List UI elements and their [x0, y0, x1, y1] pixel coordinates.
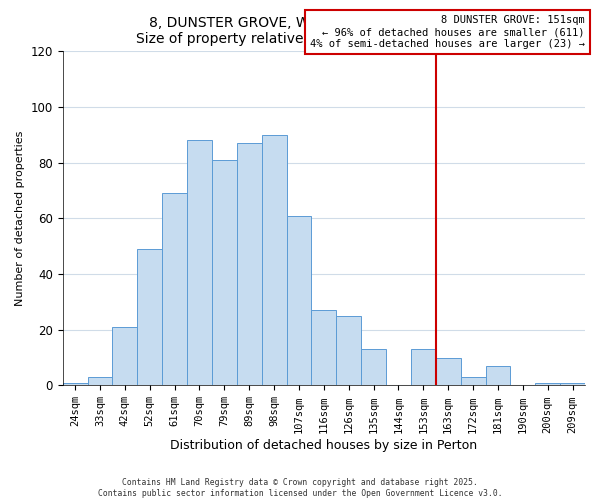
- Bar: [336, 316, 361, 386]
- Bar: [112, 327, 137, 386]
- Bar: [187, 140, 212, 386]
- Bar: [137, 249, 162, 386]
- Text: 8 DUNSTER GROVE: 151sqm
← 96% of detached houses are smaller (611)
4% of semi-de: 8 DUNSTER GROVE: 151sqm ← 96% of detache…: [310, 16, 585, 48]
- Text: Contains HM Land Registry data © Crown copyright and database right 2025.
Contai: Contains HM Land Registry data © Crown c…: [98, 478, 502, 498]
- Bar: [212, 160, 237, 386]
- Title: 8, DUNSTER GROVE, WOLVERHAMPTON, WV6 7RU
Size of property relative to detached h: 8, DUNSTER GROVE, WOLVERHAMPTON, WV6 7RU…: [136, 16, 511, 46]
- Bar: [162, 194, 187, 386]
- Bar: [361, 349, 386, 386]
- Bar: [237, 143, 262, 386]
- Bar: [485, 366, 511, 386]
- Bar: [535, 382, 560, 386]
- Bar: [411, 349, 436, 386]
- Bar: [461, 377, 485, 386]
- Bar: [436, 358, 461, 386]
- Bar: [311, 310, 336, 386]
- Y-axis label: Number of detached properties: Number of detached properties: [15, 130, 25, 306]
- Bar: [287, 216, 311, 386]
- Bar: [88, 377, 112, 386]
- Bar: [560, 382, 585, 386]
- Bar: [62, 382, 88, 386]
- X-axis label: Distribution of detached houses by size in Perton: Distribution of detached houses by size …: [170, 440, 478, 452]
- Bar: [262, 135, 287, 386]
